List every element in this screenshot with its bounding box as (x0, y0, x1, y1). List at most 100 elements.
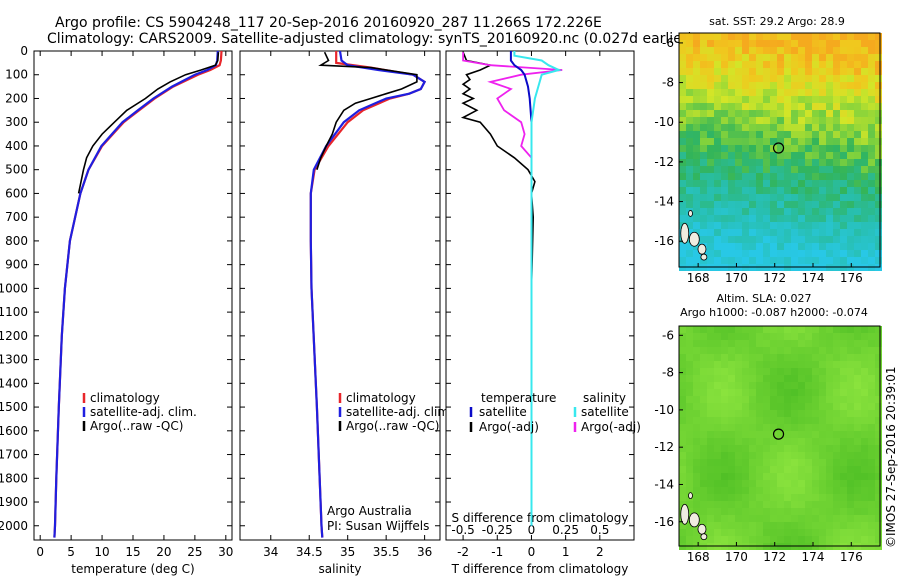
map-cell (868, 201, 875, 208)
map-cell (819, 180, 826, 187)
map-cell (826, 424, 833, 431)
map-cell (875, 459, 882, 466)
map-cell (833, 333, 840, 340)
map-cell (784, 68, 791, 75)
map-cell (700, 145, 707, 152)
map-cell (826, 75, 833, 82)
x-tick-label: 176 (840, 271, 863, 285)
map-cell (791, 375, 798, 382)
map-cell (686, 529, 693, 536)
map-cell (686, 96, 693, 103)
map-cell (812, 222, 819, 229)
map-cell (868, 110, 875, 117)
map-cell (875, 89, 882, 96)
map-cell (861, 33, 868, 40)
map-cell (756, 487, 763, 494)
map-cell (749, 424, 756, 431)
map-cell (819, 33, 826, 40)
map-cell (868, 333, 875, 340)
x-tick-label: 168 (687, 550, 710, 564)
map-cell (840, 494, 847, 501)
map-cell (854, 257, 861, 264)
argo-location-marker (772, 142, 785, 154)
map-cell (693, 508, 700, 515)
map-cell (854, 361, 861, 368)
map-cell (798, 68, 805, 75)
map-cell (763, 68, 770, 75)
map-cell (742, 438, 749, 445)
legend-label: satellite (479, 405, 527, 419)
map-cell (798, 438, 805, 445)
map-cell (707, 368, 714, 375)
map-cell (714, 473, 721, 480)
map-cell (735, 410, 742, 417)
map-cell (714, 180, 721, 187)
map-cell (847, 333, 854, 340)
y-tick-label: 1300 (0, 353, 28, 367)
map-cell (735, 159, 742, 166)
map-cell (735, 173, 742, 180)
map-cell (784, 424, 791, 431)
map-cell (791, 47, 798, 54)
map-cell (812, 82, 819, 89)
map-cell (714, 110, 721, 117)
map-cell (812, 145, 819, 152)
map-cell (875, 243, 882, 250)
map-cell (763, 480, 770, 487)
map-cell (805, 187, 812, 194)
map-cell (854, 40, 861, 47)
map-cell (693, 187, 700, 194)
x-tick-label: 172 (763, 550, 786, 564)
map-cell (784, 47, 791, 54)
map-cell (756, 326, 763, 333)
map-cell (728, 480, 735, 487)
map-cell (721, 333, 728, 340)
map-cell (707, 124, 714, 131)
map-cell (791, 431, 798, 438)
map-cell (700, 96, 707, 103)
map-cell (791, 243, 798, 250)
map-cell (770, 452, 777, 459)
map-cell (707, 159, 714, 166)
map-cell (812, 501, 819, 508)
map-cell (847, 417, 854, 424)
map-cell (791, 494, 798, 501)
map-cell (840, 515, 847, 522)
map-cell (826, 208, 833, 215)
plot-frame (33, 50, 233, 541)
map-cell (777, 75, 784, 82)
map-cell (679, 536, 686, 543)
map-cell (714, 480, 721, 487)
map-cell (777, 117, 784, 124)
map-cell (805, 368, 812, 375)
map-cell (756, 480, 763, 487)
map-cell (854, 536, 861, 543)
map-cell (798, 347, 805, 354)
map-cell (791, 480, 798, 487)
map-cell (707, 452, 714, 459)
map-cell (770, 340, 777, 347)
map-cell (714, 515, 721, 522)
map-cell (791, 229, 798, 236)
map-cell (742, 473, 749, 480)
map-cell (735, 152, 742, 159)
map-cell (875, 54, 882, 61)
map-cell (707, 54, 714, 61)
map-cell (784, 410, 791, 417)
map-cell (861, 424, 868, 431)
map-cell (686, 68, 693, 75)
map-cell (714, 222, 721, 229)
map-cell (700, 201, 707, 208)
map-cell (812, 403, 819, 410)
map-cell (770, 529, 777, 536)
map-cell (686, 152, 693, 159)
map-cell (798, 96, 805, 103)
map-cell (763, 438, 770, 445)
map-cell (714, 152, 721, 159)
map-cell (756, 159, 763, 166)
map-cell (847, 103, 854, 110)
map-cell (875, 138, 882, 145)
map-cell (728, 361, 735, 368)
map-cell (875, 424, 882, 431)
map-cell (854, 173, 861, 180)
